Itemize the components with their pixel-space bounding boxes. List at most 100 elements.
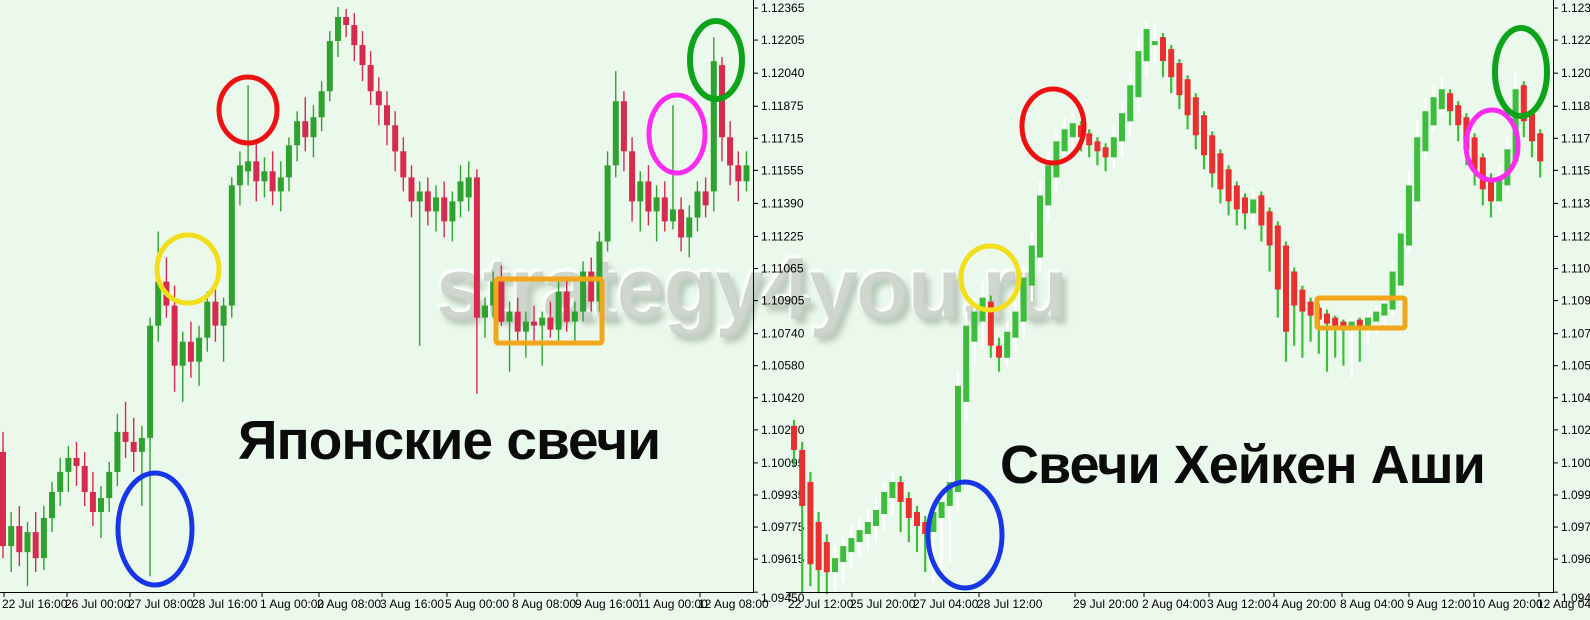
price-tick-label: 1.12040 [1561, 66, 1590, 80]
bear-candle [897, 482, 904, 502]
bull-candle [1119, 113, 1125, 142]
bull-candle [889, 482, 896, 498]
time-tick-label: 12 Aug 08:00 [698, 597, 769, 611]
bull-candle [1430, 97, 1437, 126]
price-tick-label: 1.10095 [1561, 456, 1590, 470]
time-tick-label: 28 Jul 16:00 [192, 597, 258, 611]
bear-candle [807, 482, 814, 565]
price-tick-label: 1.09615 [761, 552, 805, 566]
bull-candle [1045, 165, 1052, 206]
bear-candle [1455, 105, 1462, 126]
time-tick-label: 5 Aug 00:00 [445, 597, 509, 611]
chart-axes: 1.12365 1.12205 1.12040 1.11875 1.11715 1.115… [0, 0, 805, 611]
price-tick-label: 1.10580 [761, 359, 805, 373]
bull-candle [1069, 123, 1076, 138]
bull-candle [318, 91, 325, 118]
price-tick-label: 1.09775 [1561, 520, 1590, 534]
bear-candle [0, 451, 6, 547]
bear-candle [629, 151, 636, 202]
bear-candle [498, 281, 505, 322]
bull-candle [138, 437, 145, 452]
price-tick-label: 1.11390 [1561, 196, 1590, 210]
bear-candle [1447, 93, 1453, 112]
time-tick-label: 27 Jul 04:00 [913, 597, 979, 611]
bull-candle [840, 546, 847, 563]
bull-candle [1504, 149, 1511, 186]
bull-candle [1110, 137, 1117, 158]
bull-candle [571, 311, 578, 322]
bull-candle [326, 41, 333, 92]
bear-candle [588, 271, 595, 302]
bear-candle [1217, 153, 1224, 190]
bear-candle [905, 498, 912, 518]
bull-candle [1028, 245, 1035, 286]
bull-candle [955, 385, 961, 492]
price-tick-label: 1.09450 [1561, 591, 1590, 605]
price-tick-label: 1.12365 [761, 1, 805, 15]
right-chart-title: Свечи Хейкен Аши [1000, 435, 1486, 495]
bear-candle [1209, 135, 1216, 174]
heiken-ashi-chart[interactable] [791, 21, 1544, 595]
bull-candle [832, 558, 838, 573]
bull-candle [465, 177, 472, 198]
bull-candle [294, 121, 301, 146]
bear-candle [367, 65, 374, 92]
bull-candle [1053, 141, 1060, 178]
bear-candle [1242, 197, 1248, 214]
time-tick-label: 26 Jul 00:00 [65, 597, 131, 611]
price-tick-label: 1.11715 [761, 131, 804, 145]
price-tick-label: 1.10905 [761, 294, 805, 308]
bull-candle [637, 181, 644, 202]
chart-axes: 1.12365 1.12205 1.12040 1.11875 1.11715 1.115… [786, 0, 1590, 611]
japanese-candles-chart[interactable] [0, 7, 750, 587]
bull-candle [457, 181, 464, 202]
bull-candle [1389, 271, 1396, 310]
bull-candle [147, 325, 154, 438]
bull-candle [1496, 177, 1503, 202]
price-tick-label: 1.11555 [761, 163, 804, 177]
bear-candle [187, 341, 194, 362]
time-tick-label: 12 Aug 04:00 [1537, 597, 1590, 611]
bear-candle [424, 191, 431, 212]
time-tick-label: 29 Jul 20:00 [1073, 597, 1139, 611]
bull-candle [65, 457, 72, 472]
bear-candle [661, 197, 668, 222]
bear-candle [1192, 97, 1199, 136]
bear-candle [269, 171, 276, 192]
bull-candle [694, 191, 701, 218]
bear-candle [678, 209, 685, 238]
bear-candle [473, 177, 480, 318]
time-tick-label: 8 Aug 08:00 [512, 597, 576, 611]
heiken-ashi-chart-annotations [925, 25, 1550, 591]
bull-candle [482, 305, 488, 318]
bull-candle [710, 61, 717, 192]
time-tick-label: 10 Aug 20:00 [1472, 597, 1543, 611]
bear-candle [1258, 195, 1265, 226]
bull-candle [864, 522, 871, 534]
time-tick-label: 3 Aug 12:00 [1207, 597, 1271, 611]
bear-candle [823, 542, 830, 573]
price-tick-label: 1.12365 [1561, 1, 1590, 15]
bear-candle [392, 125, 399, 152]
price-tick-label: 1.11065 [761, 262, 804, 276]
bull-candle [686, 217, 693, 238]
bull-candle [743, 165, 750, 182]
price-tick-label: 1.12040 [761, 66, 805, 80]
yellow-circle-annotation [154, 232, 222, 306]
bull-candle [114, 431, 121, 472]
time-tick-label: 2 Aug 08:00 [317, 597, 381, 611]
time-tick-label: 3 Aug 16:00 [380, 597, 444, 611]
price-tick-label: 1.11390 [761, 196, 804, 210]
price-tick-label: 1.11225 [1561, 229, 1590, 243]
bear-candle [702, 191, 709, 206]
bear-candle [212, 301, 219, 326]
price-tick-label: 1.09615 [1561, 552, 1590, 566]
bear-candle [1160, 37, 1166, 62]
bear-candle [1233, 185, 1240, 210]
orange-rectangle-annotation [1314, 295, 1408, 331]
price-tick-label: 1.11715 [1561, 131, 1590, 145]
bear-candle [996, 345, 1002, 358]
bull-candle [848, 538, 855, 553]
bear-candle [351, 25, 358, 46]
